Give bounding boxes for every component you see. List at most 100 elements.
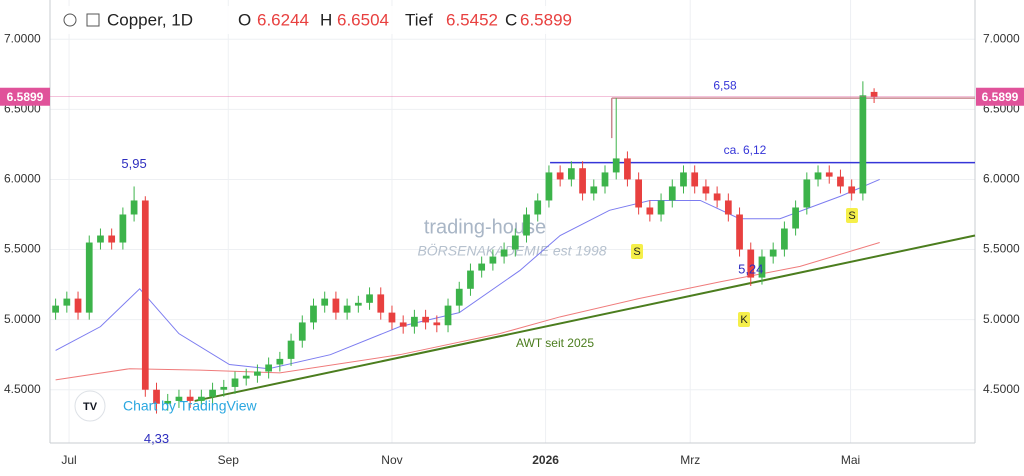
candle-body (198, 396, 205, 401)
candle-body (63, 298, 71, 306)
candle-body (523, 214, 530, 236)
trendline-label: AWT seit 2025 (516, 336, 594, 350)
candle-body (825, 172, 833, 177)
candle-body (478, 263, 486, 271)
ohlc-value: 6.6504 (337, 10, 389, 29)
candle-body (724, 200, 732, 215)
annotation: 4,33 (144, 431, 169, 446)
candle-body (467, 270, 474, 289)
candle-body (265, 364, 272, 372)
candle-body (489, 256, 497, 264)
badge: S (848, 210, 855, 222)
y-tick-label: 5.0000 (4, 312, 41, 326)
candle-body (500, 249, 508, 257)
candle-body (220, 386, 228, 390)
candle-body (85, 242, 93, 313)
candle-body (310, 305, 317, 323)
candle-body (635, 179, 642, 208)
candle-body (803, 179, 811, 208)
candle-body (399, 322, 407, 327)
annotation: 5,24 (738, 261, 763, 276)
candle-body (332, 298, 340, 313)
candle-body (455, 288, 463, 306)
candle-body (97, 235, 104, 243)
ohlc-label: H (320, 10, 332, 29)
candle-body (534, 200, 542, 215)
candle-body (601, 172, 609, 187)
candle-body (52, 305, 59, 313)
candle-body (354, 302, 362, 306)
attribution: Chart by TradingView (123, 398, 257, 414)
candle-body (657, 200, 665, 215)
logo (74, 390, 106, 422)
annotation: 5,95 (121, 156, 146, 171)
candle-body (130, 200, 138, 215)
add-icon (86, 13, 100, 27)
ohlc-label: O (238, 10, 251, 29)
candle-body (758, 256, 766, 278)
price-label: 6.5899 (982, 90, 1019, 104)
x-tick-label: Nov (381, 453, 402, 467)
candle-body (814, 172, 822, 180)
y-tick-label: 5.0000 (983, 312, 1020, 326)
watermark: BÖRSENAKADEMIE est 1998 (417, 242, 606, 259)
moving-average (55, 242, 880, 381)
logo-mark: TV (83, 401, 98, 413)
candle-body (433, 322, 441, 326)
level-label: 6,58 (713, 78, 737, 92)
candle-body (321, 298, 329, 306)
x-tick-label: Mai (841, 453, 860, 467)
price-label-box (976, 87, 1024, 106)
candle-body (545, 172, 553, 201)
candle-body (377, 294, 385, 313)
ohlc-label: C (505, 10, 517, 29)
y-tick-label: 5.5000 (4, 242, 41, 256)
x-tick-label: Sep (218, 453, 240, 467)
candle-body (366, 294, 373, 303)
candle-body (568, 168, 575, 180)
header-bg (55, 6, 555, 34)
candle-body (837, 176, 844, 187)
badge-box (846, 208, 858, 223)
candle-body (556, 172, 564, 180)
moving-average (55, 178, 880, 370)
ohlc-value: 6.5452 (446, 10, 498, 29)
badge: S (633, 246, 640, 258)
y-tick-label: 7.0000 (4, 31, 41, 45)
x-tick-label: Mrz (680, 453, 700, 467)
candle-body (511, 235, 519, 250)
y-tick-label: 6.0000 (4, 172, 41, 186)
candle-body (702, 186, 710, 194)
candle-body (276, 358, 284, 365)
candle-body (590, 186, 598, 194)
candle-body (769, 249, 777, 257)
candle-body (736, 214, 743, 250)
candle-body (579, 168, 586, 194)
x-tick-label: Jul (61, 453, 76, 467)
badge-box (631, 244, 643, 259)
candle-body (411, 316, 418, 327)
candle-body (388, 312, 396, 323)
candle-body (74, 298, 82, 313)
candle-body (422, 316, 429, 323)
candle-body (209, 389, 216, 397)
candle-body (343, 305, 351, 313)
badge-box (738, 312, 750, 327)
candle-body (792, 207, 799, 229)
candle-body (691, 172, 699, 187)
chart-title: Copper, 1D (107, 10, 193, 29)
x-tick-label: 2026 (532, 453, 559, 467)
price-label: 6.5899 (7, 90, 44, 104)
y-tick-label: 5.5000 (983, 242, 1020, 256)
badge: K (740, 314, 748, 326)
candle-body (859, 95, 867, 194)
candle-body (624, 158, 631, 180)
candle-body (668, 186, 676, 201)
candle-body (141, 200, 149, 390)
candle-body (747, 249, 755, 278)
candle-body (646, 207, 654, 215)
candle-body (119, 214, 127, 243)
candle-body (108, 235, 116, 243)
candle-body (186, 396, 194, 401)
